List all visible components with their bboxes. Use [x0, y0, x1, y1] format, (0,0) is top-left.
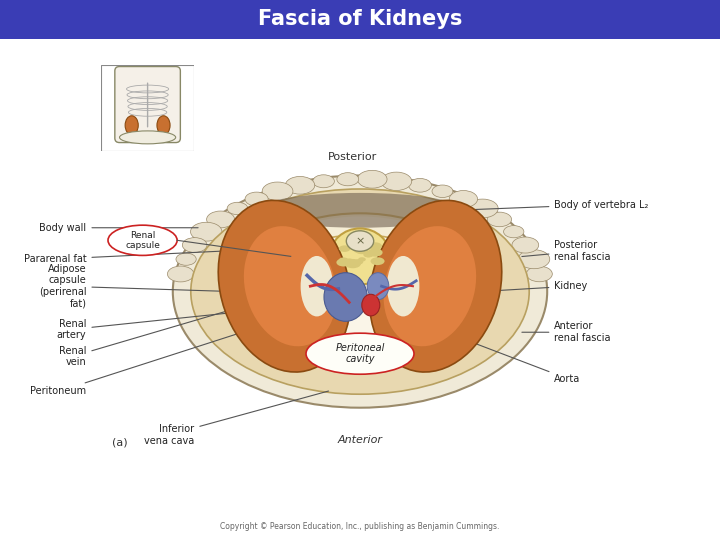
- Ellipse shape: [367, 273, 389, 300]
- Ellipse shape: [381, 172, 412, 191]
- Ellipse shape: [384, 226, 476, 346]
- Ellipse shape: [467, 199, 498, 218]
- Ellipse shape: [182, 238, 207, 252]
- Ellipse shape: [344, 259, 361, 268]
- FancyBboxPatch shape: [0, 0, 720, 39]
- Ellipse shape: [173, 176, 547, 408]
- Ellipse shape: [346, 231, 374, 251]
- Ellipse shape: [191, 189, 529, 394]
- Text: Posterior
renal fascia: Posterior renal fascia: [522, 240, 611, 262]
- Ellipse shape: [364, 252, 374, 258]
- Ellipse shape: [369, 242, 382, 249]
- Ellipse shape: [362, 294, 380, 316]
- Ellipse shape: [369, 200, 502, 372]
- Ellipse shape: [353, 244, 369, 253]
- Ellipse shape: [344, 259, 354, 264]
- Ellipse shape: [371, 257, 384, 265]
- Text: (a): (a): [112, 437, 127, 448]
- Ellipse shape: [354, 259, 364, 265]
- Ellipse shape: [408, 178, 431, 192]
- Ellipse shape: [125, 116, 138, 135]
- Text: Body of vertebra L₂: Body of vertebra L₂: [456, 199, 649, 210]
- Ellipse shape: [207, 211, 235, 228]
- Ellipse shape: [526, 266, 552, 282]
- Ellipse shape: [330, 228, 390, 285]
- Text: Renal
vein: Renal vein: [59, 287, 309, 367]
- Ellipse shape: [176, 253, 197, 265]
- Ellipse shape: [257, 193, 463, 228]
- Ellipse shape: [387, 256, 419, 316]
- Ellipse shape: [512, 237, 539, 253]
- Text: Inferior
vena cava: Inferior vena cava: [144, 391, 328, 446]
- Ellipse shape: [338, 258, 348, 263]
- Text: Adipose
capsule
(perirenal
fat): Adipose capsule (perirenal fat): [39, 264, 231, 308]
- Ellipse shape: [245, 192, 268, 206]
- Ellipse shape: [168, 266, 194, 282]
- Ellipse shape: [518, 249, 550, 269]
- Ellipse shape: [348, 240, 363, 248]
- Ellipse shape: [263, 235, 457, 348]
- Ellipse shape: [157, 116, 170, 135]
- Ellipse shape: [306, 333, 414, 374]
- Text: Posterior: Posterior: [328, 152, 377, 162]
- Text: Pararenal fat: Pararenal fat: [24, 251, 222, 264]
- Ellipse shape: [324, 273, 367, 321]
- Ellipse shape: [449, 191, 477, 207]
- Ellipse shape: [487, 212, 511, 227]
- Ellipse shape: [337, 173, 359, 186]
- Ellipse shape: [358, 257, 366, 261]
- Ellipse shape: [285, 177, 315, 194]
- Ellipse shape: [355, 247, 369, 254]
- Ellipse shape: [239, 217, 481, 367]
- Ellipse shape: [120, 131, 176, 144]
- Ellipse shape: [357, 170, 387, 188]
- Text: ×: ×: [355, 236, 365, 246]
- Ellipse shape: [227, 202, 248, 215]
- Ellipse shape: [503, 226, 524, 238]
- Text: Anterior
renal fascia: Anterior renal fascia: [522, 321, 611, 343]
- Text: Renal
artery: Renal artery: [57, 303, 328, 340]
- Ellipse shape: [312, 175, 334, 188]
- Ellipse shape: [218, 200, 351, 372]
- Ellipse shape: [301, 256, 333, 316]
- Ellipse shape: [368, 248, 382, 256]
- Text: Peritoneum: Peritoneum: [30, 327, 260, 396]
- Text: Aorta: Aorta: [384, 309, 580, 384]
- Text: Kidney: Kidney: [482, 281, 588, 292]
- Ellipse shape: [191, 222, 222, 241]
- Text: Anterior: Anterior: [338, 435, 382, 445]
- Text: Peritoneal
cavity: Peritoneal cavity: [336, 343, 384, 364]
- Ellipse shape: [364, 252, 372, 257]
- Text: Fascia of Kidneys: Fascia of Kidneys: [258, 9, 462, 30]
- Ellipse shape: [339, 245, 351, 252]
- Ellipse shape: [234, 213, 486, 370]
- Ellipse shape: [244, 226, 336, 346]
- Text: Renal
capsule: Renal capsule: [125, 231, 160, 250]
- Text: Copyright © Pearson Education, Inc., publishing as Benjamin Cummings.: Copyright © Pearson Education, Inc., pub…: [220, 522, 500, 531]
- FancyBboxPatch shape: [115, 66, 181, 143]
- Ellipse shape: [108, 225, 177, 255]
- Ellipse shape: [336, 258, 351, 267]
- Text: Body wall: Body wall: [40, 222, 198, 233]
- Ellipse shape: [262, 182, 293, 200]
- Ellipse shape: [432, 185, 453, 198]
